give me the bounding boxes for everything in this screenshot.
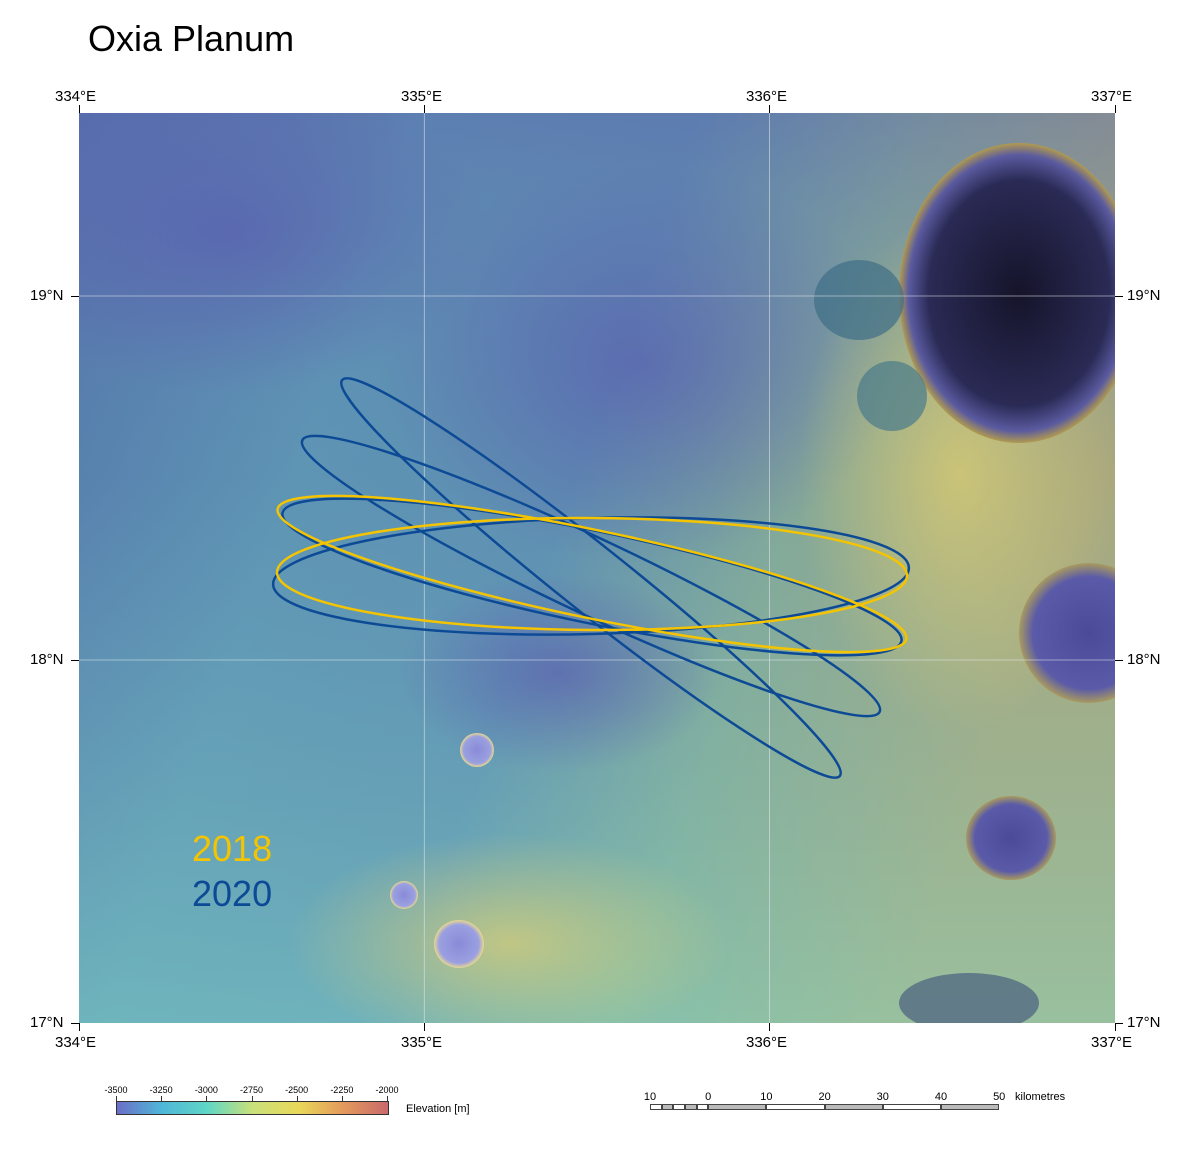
lon-label-bottom: 334°E [55,1034,97,1051]
scale-segment [824,1104,883,1110]
lat-label-right: 18°N [1127,651,1161,668]
elevation-tick-label: -3000 [194,1085,218,1095]
frame-tick [769,105,770,113]
lon-label-top: 336°E [746,88,788,105]
lat-label-left: 18°N [30,651,64,668]
frame-tick [79,105,80,113]
landing-ellipses [271,377,911,779]
frame-tick [71,1023,79,1024]
elevation-tick-label: -2750 [239,1085,264,1095]
crater [857,361,927,431]
lowland-region [399,573,719,773]
lon-label-bottom: 335°E [401,1034,443,1051]
frame-tick [1115,1023,1123,1024]
landing-ellipse-2018 [275,516,909,632]
crater [460,733,494,767]
scale-tick-label: 10 [643,1091,657,1103]
crater [434,920,484,968]
elevation-tick [206,1096,208,1101]
elevation-tick-label: -2000 [375,1085,399,1095]
crater [966,796,1056,880]
elevation-tick-label: -3500 [104,1085,128,1095]
lat-label-left: 19°N [30,287,64,304]
lon-label-bottom: 337°E [1091,1034,1133,1051]
scale-tick-label: 0 [705,1091,712,1103]
frame-tick [769,1023,770,1031]
legend-2018: 2018 [192,828,273,869]
scale-tick-label: 20 [818,1091,831,1103]
landing-ellipse-2018 [276,494,908,654]
elevation-colorbar [116,1101,389,1115]
scale-segment [882,1104,941,1110]
map-canvas [0,73,1159,1053]
scale-tick-label: 40 [934,1091,948,1103]
lon-label-top: 334°E [55,88,97,105]
frame-tick [424,1023,425,1031]
lon-label-top: 335°E [401,88,443,105]
scale-segment [650,1104,662,1110]
scale-tick-label: 10 [760,1091,773,1103]
scale-unit: kilometres [1015,1091,1066,1103]
landing-ellipse-2020 [340,377,842,779]
elevation-tick-label: -2250 [330,1085,354,1095]
landing-ellipse-2020 [300,434,882,718]
lowland-region [0,73,489,393]
large-crater [899,143,1139,443]
map-title: Oxia Planum [88,18,295,59]
lon-label-bottom: 336°E [746,1034,788,1051]
scale-segment [696,1104,709,1110]
lowland-region [379,163,899,563]
scale-segment [766,1104,825,1110]
scale-tick-label: 50 [993,1091,1006,1103]
elevation-tick [387,1096,388,1101]
frame-tick [79,1023,80,1031]
crater [814,260,904,340]
elevation-tick [251,1096,253,1101]
graticule [79,113,1115,1023]
elevation-tick-label: -2500 [285,1085,309,1095]
crater [390,881,418,909]
frame-tick [1115,660,1123,661]
frame-tick [1115,296,1123,297]
scale-segment [661,1104,674,1110]
elevation-label: Elevation [m] [406,1103,470,1115]
scale-tick-label: 30 [876,1091,889,1103]
elevation-map: 2018 2020 [0,73,1159,1053]
frame-tick [71,296,79,297]
crater [899,973,1039,1033]
frame-tick [1115,105,1116,113]
lat-label-right: 17°N [1127,1014,1161,1031]
frame-tick [71,660,79,661]
elevation-tick-label: -3250 [149,1085,173,1095]
scale-segment [941,1104,1000,1110]
scale-segment [708,1104,767,1110]
frame-tick [424,105,425,113]
scale-segment [673,1104,685,1110]
elevation-tick [296,1096,298,1101]
lat-label-right: 19°N [1127,287,1161,304]
elevation-tick [161,1096,163,1101]
frame-tick [1115,1023,1116,1031]
scale-segment [684,1104,697,1110]
legend-2020: 2020 [192,873,273,914]
lat-label-left: 17°N [30,1014,64,1031]
elevation-tick [341,1096,343,1101]
lon-label-top: 337°E [1091,88,1133,105]
elevation-tick [116,1096,117,1101]
